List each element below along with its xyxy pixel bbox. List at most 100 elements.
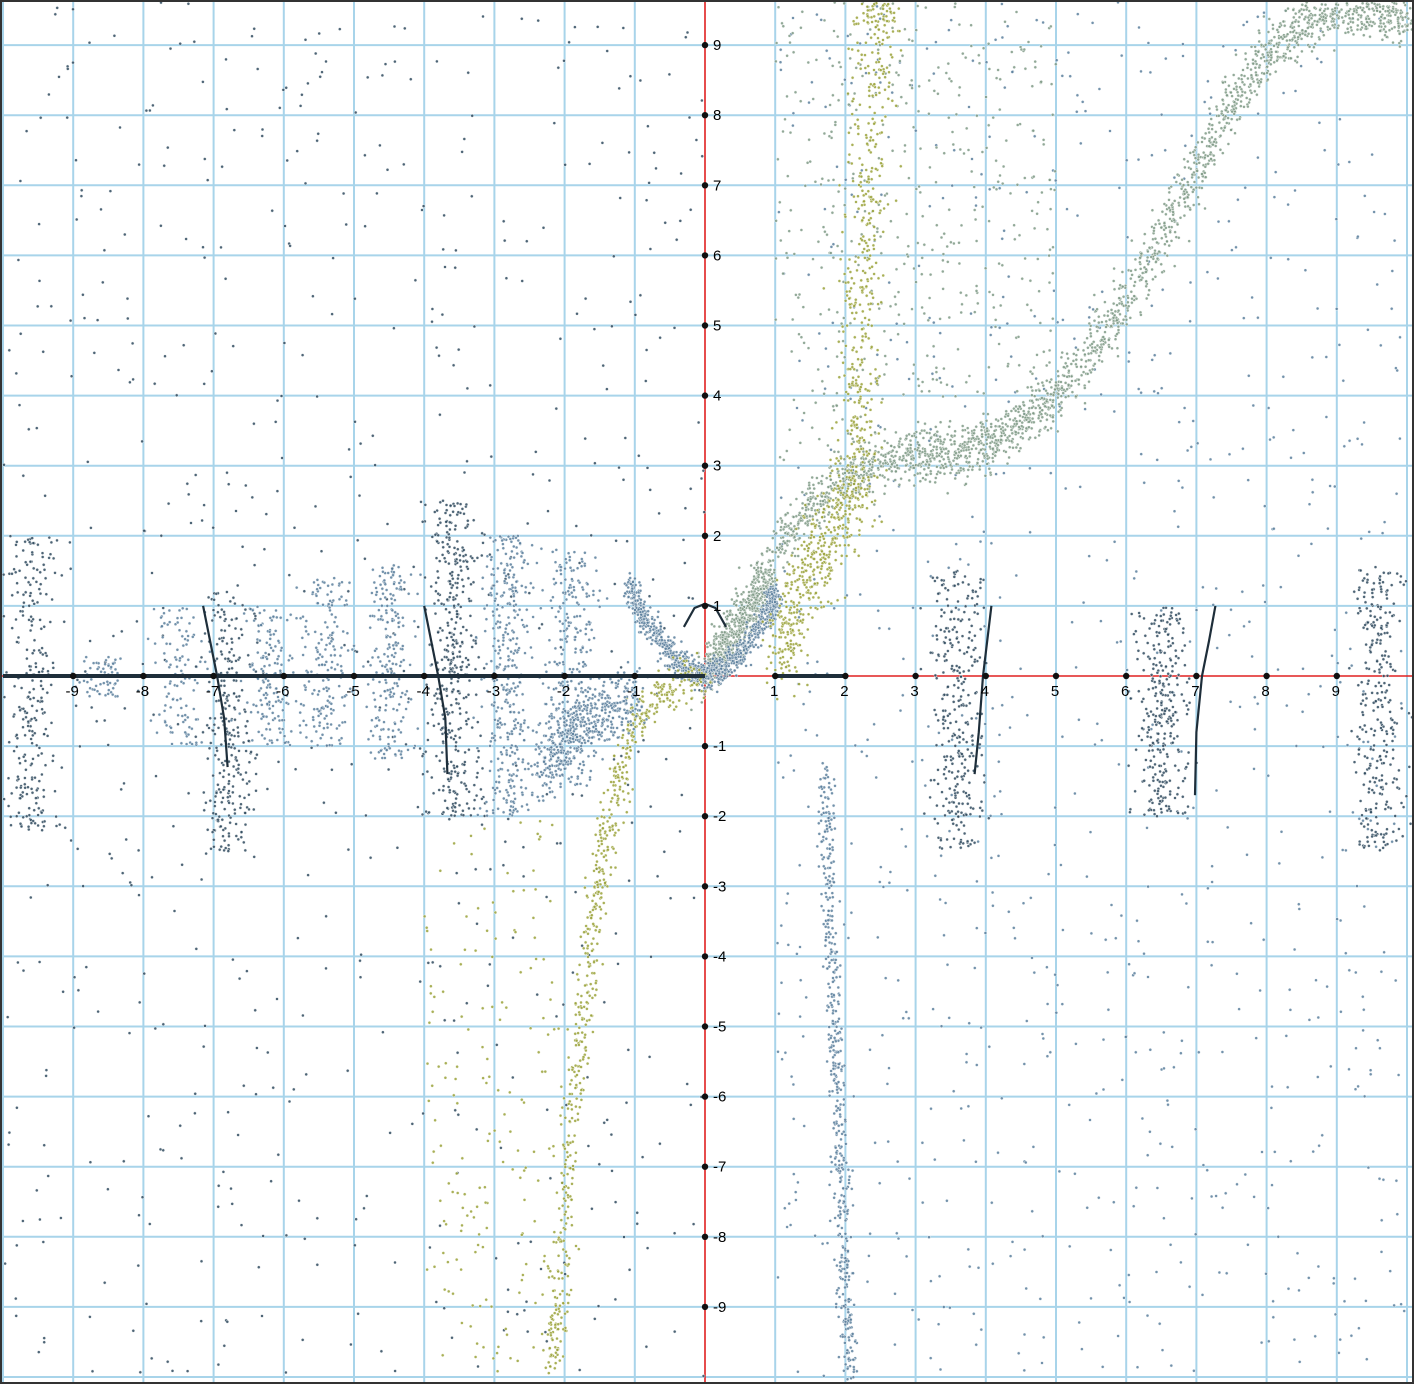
scatter-point <box>814 58 819 62</box>
scatter-point <box>393 722 397 726</box>
scatter-point <box>840 249 844 254</box>
scatter-point <box>921 1200 925 1205</box>
scatter-point <box>1005 321 1009 326</box>
scatter-point <box>400 691 404 695</box>
scatter-point <box>511 702 516 706</box>
scatter-point <box>921 436 926 440</box>
scatter-point <box>123 706 127 711</box>
scatter-point <box>776 157 780 162</box>
scatter-point <box>32 566 36 571</box>
scatter-point <box>148 108 152 113</box>
scatter-point <box>797 292 802 297</box>
scatter-point <box>491 626 496 631</box>
scatter-point <box>612 254 616 258</box>
scatter-point <box>1195 441 1200 445</box>
scatter-point <box>225 698 230 703</box>
scatter-point <box>477 655 481 659</box>
scatter-point <box>560 773 564 777</box>
scatter-point <box>115 694 120 698</box>
scatter-point <box>16 590 20 595</box>
scatter-point <box>519 785 523 790</box>
scatter-point <box>948 845 953 849</box>
scatter-point <box>455 1101 459 1106</box>
scatter-point <box>630 821 634 825</box>
scatter-point <box>261 1234 265 1238</box>
scatter-point <box>303 1237 307 1241</box>
scatter-point <box>475 771 480 775</box>
scatter-point <box>577 701 581 705</box>
scatter-point <box>929 1106 933 1111</box>
scatter-point <box>506 658 511 662</box>
scatter-point <box>225 471 229 475</box>
scatter-point <box>391 707 396 711</box>
scatter-point <box>469 834 473 838</box>
scatter-point <box>1014 573 1018 578</box>
scatter-point <box>473 667 478 671</box>
scatter-point <box>491 900 495 905</box>
scatter-point <box>319 549 324 553</box>
scatter-point <box>849 911 854 915</box>
scatter-point <box>204 851 208 856</box>
scatter-point <box>791 50 796 54</box>
scatter-point <box>1070 620 1074 624</box>
scatter-point <box>332 576 336 580</box>
scatter-point <box>399 660 403 664</box>
scatter-point <box>536 795 540 799</box>
scatter-point <box>584 591 589 596</box>
scatter-point <box>943 586 948 590</box>
scatter-point <box>435 539 439 544</box>
scatter-point <box>35 600 40 605</box>
scatter-point <box>798 863 802 867</box>
scatter-point <box>257 1265 261 1269</box>
scatter-point <box>806 805 811 809</box>
scatter-point <box>111 634 116 638</box>
scatter-point <box>432 1265 437 1269</box>
scatter-point <box>911 125 916 129</box>
scatter-point <box>254 1092 258 1096</box>
scatter-point <box>1032 365 1036 370</box>
scatter-point <box>564 561 569 565</box>
scatter-point <box>994 472 998 476</box>
scatter-point <box>567 592 571 597</box>
scatter-point <box>783 1206 787 1210</box>
scatter-point <box>505 871 510 875</box>
scatter-point <box>511 762 515 766</box>
scatter-point <box>514 693 519 697</box>
scatter-point <box>970 169 974 174</box>
scatter-point <box>331 598 335 603</box>
scatter-point <box>997 261 1001 266</box>
scatter-point <box>435 569 440 574</box>
scatter-point <box>201 1044 206 1049</box>
scatter-point <box>106 692 110 696</box>
scatter-point <box>476 755 481 760</box>
scatter-point <box>119 787 123 792</box>
scatter-point <box>1201 585 1205 589</box>
scatter-point <box>979 800 984 804</box>
scatter-point <box>437 722 441 726</box>
scatter-point <box>1155 458 1159 462</box>
scatter-point <box>285 686 289 690</box>
scatter-point <box>526 562 530 566</box>
scatter-point <box>1347 160 1352 164</box>
scatter-point <box>865 754 869 758</box>
scatter-point <box>1347 1067 1351 1072</box>
scatter-point <box>21 593 26 597</box>
scatter-point <box>329 590 333 594</box>
scatter-point <box>980 753 984 757</box>
scatter-point <box>455 586 459 590</box>
scatter-point <box>538 835 542 839</box>
scatter-point <box>1267 1339 1271 1344</box>
scatter-point <box>1160 1348 1165 1352</box>
scatter-point <box>505 682 509 687</box>
scatter-point <box>1189 134 1194 138</box>
scatter-point <box>219 649 223 654</box>
scatter-point <box>928 204 932 208</box>
scatter-point <box>240 603 245 607</box>
scatter-point <box>832 29 836 33</box>
scatter-point <box>264 512 268 516</box>
scatter-point <box>901 657 906 661</box>
scatter-point <box>317 31 321 36</box>
scatter-point <box>47 556 51 560</box>
scatter-point <box>211 608 216 612</box>
scatter-point <box>1159 386 1164 390</box>
